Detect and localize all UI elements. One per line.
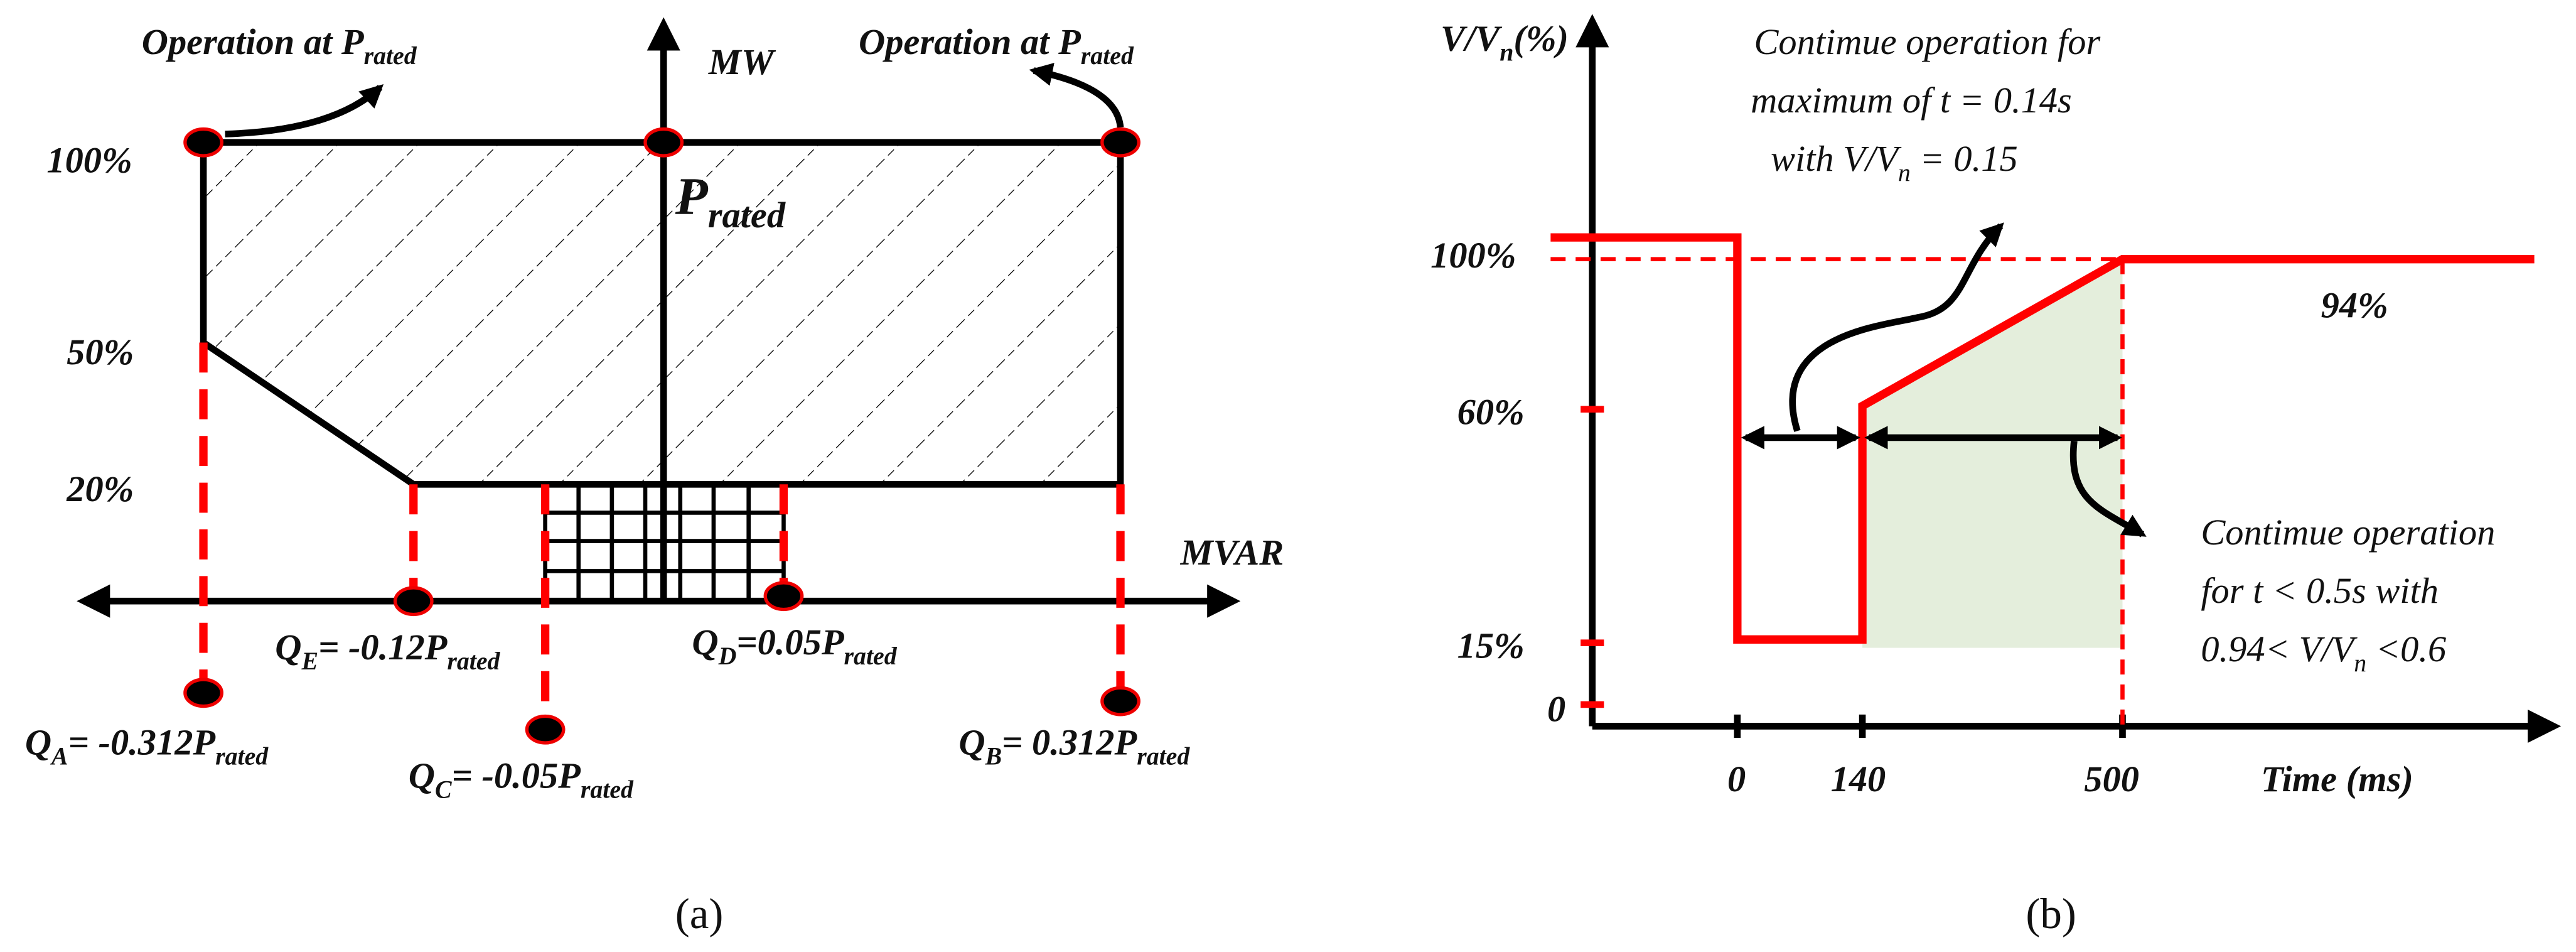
- operation-label: Operation at Prated: [859, 21, 1134, 70]
- subscript: rated: [708, 195, 786, 235]
- y-axis-label: V/Vn(%): [1441, 18, 1569, 67]
- subscript: rated: [447, 647, 500, 675]
- text: (b): [2026, 889, 2076, 938]
- steady-label: 94%: [2321, 285, 2388, 326]
- subscript: E: [301, 647, 318, 675]
- annotation: Contimue operation for maximum of t = 0.…: [1751, 21, 2495, 677]
- arrow: [225, 84, 384, 138]
- panel-label: (b): [2026, 889, 2076, 938]
- text: Q: [275, 627, 301, 668]
- q-label: QB= 0.312Prated: [958, 722, 1190, 771]
- text: = -0.312P: [68, 722, 217, 763]
- subscript: n: [1500, 38, 1513, 67]
- text: (a): [675, 889, 724, 938]
- text: = 0.15: [1911, 138, 2018, 179]
- annotation-line: Contimue operation: [2201, 512, 2495, 553]
- text: Q: [25, 722, 51, 763]
- text: Operation at P: [142, 21, 365, 62]
- subscript: rated: [215, 742, 269, 771]
- level-label: 100%: [46, 140, 132, 181]
- panel-label: (a): [675, 889, 724, 938]
- text: Q: [692, 622, 718, 663]
- y-tick-label: 0: [1547, 688, 1565, 729]
- subscript: D: [718, 642, 737, 670]
- y-tick-label: 60%: [1457, 392, 1525, 433]
- arrow: [1029, 63, 1124, 128]
- y-tick-label: 100%: [1430, 235, 1516, 276]
- voltage-profile: [1550, 233, 2535, 644]
- annotation-line: 0.94< V/Vn <0.6: [2201, 629, 2446, 677]
- level-label: 50%: [67, 332, 134, 372]
- subscript: C: [435, 776, 452, 804]
- text: = -0.05P: [452, 755, 582, 796]
- operation-label: Operation at Prated: [142, 21, 417, 70]
- text: (%): [1513, 18, 1569, 59]
- text: Q: [409, 755, 435, 796]
- subscript: rated: [364, 41, 417, 70]
- x-axis-label: MVAR: [1180, 532, 1284, 573]
- text: = -0.12P: [318, 627, 448, 668]
- shaded-region: [1862, 259, 2123, 648]
- q-label: QA= -0.312Prated: [25, 722, 269, 771]
- q-label: QC= -0.05Prated: [409, 755, 634, 804]
- annotation-line: Contimue operation for: [1754, 21, 2100, 62]
- arrow: [2069, 440, 2147, 538]
- subscript: n: [2354, 649, 2366, 677]
- x-tick-label: 140: [1831, 759, 1886, 799]
- annotation-line: for t < 0.5s with: [2201, 570, 2439, 611]
- x-tick-label: 500: [2084, 759, 2139, 799]
- subscript: rated: [581, 776, 634, 804]
- text: Operation at P: [859, 21, 1081, 62]
- arrow: [1789, 222, 2004, 432]
- y-axis-label: MW: [708, 41, 776, 82]
- panel-b: V/Vn(%) 100% 60% 15% 0 0 140 500 Time (m…: [1430, 14, 2562, 799]
- points: [183, 127, 1140, 745]
- subscript: B: [985, 742, 1002, 771]
- text: P: [675, 167, 709, 226]
- text: 0.94< V/V: [2201, 629, 2358, 669]
- y-tick-label: 15%: [1457, 625, 1525, 666]
- text: with V/V: [1771, 138, 1902, 179]
- x-axis-label: Time (ms): [2261, 759, 2413, 799]
- operating-boundary: [200, 139, 1124, 488]
- subscript: A: [50, 742, 68, 771]
- q-label: QE= -0.12Prated: [275, 627, 500, 675]
- p-rated-label: Prated: [675, 167, 786, 235]
- x-tick-label: 0: [1727, 759, 1746, 799]
- subscript: rated: [844, 642, 898, 670]
- annotation-line: with V/Vn = 0.15: [1771, 138, 2018, 187]
- subscript: rated: [1137, 742, 1190, 771]
- text: =0.05P: [736, 622, 845, 663]
- text: <0.6: [2366, 629, 2446, 669]
- panel-a: Operation at Prated Operation at Prated …: [46, 17, 1284, 745]
- subscript: rated: [1081, 41, 1134, 70]
- level-label: 20%: [66, 468, 134, 509]
- q-label: QD=0.05Prated: [692, 622, 897, 670]
- text: = 0.312P: [1002, 722, 1137, 763]
- q-projections: [199, 342, 1125, 730]
- text: Q: [958, 722, 985, 763]
- text: V/V: [1441, 18, 1502, 59]
- annotation-line: maximum of t = 0.14s: [1751, 80, 2072, 121]
- subscript: n: [1898, 158, 1911, 187]
